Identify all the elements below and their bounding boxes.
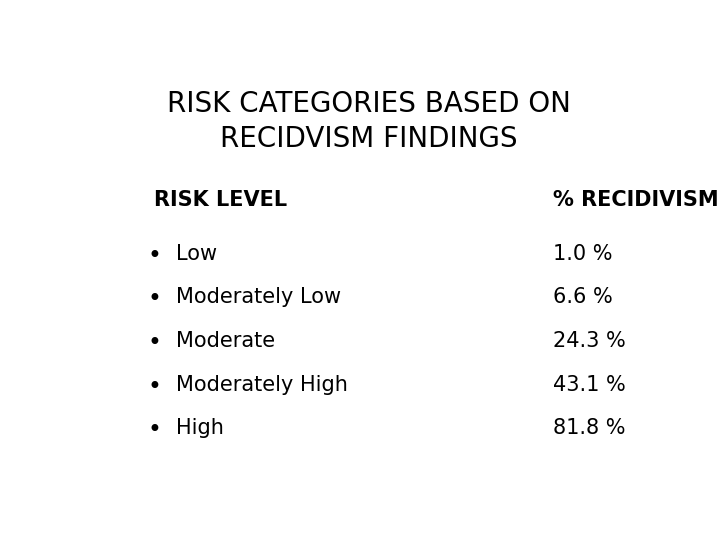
- Text: •: •: [147, 287, 161, 311]
- Text: RISK CATEGORIES BASED ON
RECIDVISM FINDINGS: RISK CATEGORIES BASED ON RECIDVISM FINDI…: [167, 90, 571, 153]
- Text: Low: Low: [176, 244, 217, 264]
- Text: % RECIDIVISM: % RECIDIVISM: [553, 190, 719, 210]
- Text: 6.6 %: 6.6 %: [553, 287, 613, 307]
- Text: Moderate: Moderate: [176, 331, 276, 351]
- Text: 1.0 %: 1.0 %: [553, 244, 613, 264]
- Text: Moderately High: Moderately High: [176, 375, 348, 395]
- Text: 24.3 %: 24.3 %: [553, 331, 626, 351]
- Text: 81.8 %: 81.8 %: [553, 418, 626, 438]
- Text: •: •: [147, 418, 161, 442]
- Text: RISK LEVEL: RISK LEVEL: [154, 190, 287, 210]
- Text: •: •: [147, 331, 161, 355]
- Text: •: •: [147, 375, 161, 399]
- Text: 43.1 %: 43.1 %: [553, 375, 626, 395]
- Text: High: High: [176, 418, 225, 438]
- Text: Moderately Low: Moderately Low: [176, 287, 341, 307]
- Text: •: •: [147, 244, 161, 268]
